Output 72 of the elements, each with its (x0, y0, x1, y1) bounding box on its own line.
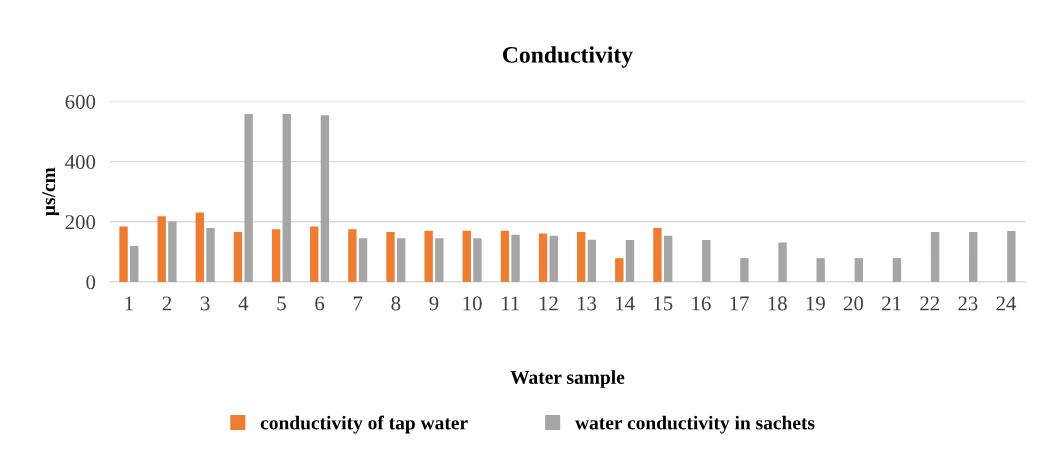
x-tick-label: 23 (958, 296, 978, 311)
bar (576, 231, 586, 282)
bar (168, 221, 177, 282)
bar (511, 234, 520, 282)
bar (244, 114, 253, 282)
x-tick-label: 7 (353, 296, 363, 311)
legend-label: conductivity of tap water (260, 415, 468, 434)
x-tick-label: 2 (162, 296, 172, 311)
bar (462, 230, 471, 282)
x-tick-label: 15 (654, 296, 673, 311)
bar (587, 239, 597, 282)
y-tick-label: 400 (65, 154, 96, 170)
bar (549, 235, 558, 282)
x-tick-label: 4 (238, 296, 249, 311)
bar (195, 212, 205, 282)
x-tick-label: 19 (806, 296, 825, 311)
bar (320, 115, 330, 282)
x-tick-label: 12 (539, 296, 558, 311)
x-tick-label: 14 (616, 296, 635, 311)
bar (157, 216, 166, 282)
x-tick-label: 20 (843, 296, 864, 311)
bar (358, 238, 368, 282)
bar (424, 230, 433, 282)
legend-label: water conductivity in sachets (575, 415, 815, 434)
bar (233, 231, 243, 282)
x-axis-title: Water sample (510, 370, 625, 388)
y-axis-title: µs/cm (42, 167, 60, 216)
bar (386, 231, 395, 282)
bar (615, 258, 624, 282)
bar (816, 258, 825, 282)
bar (348, 229, 357, 282)
bar (271, 229, 281, 282)
x-tick-label: 21 (882, 296, 901, 311)
y-tick-label: 600 (65, 94, 96, 109)
bar (119, 226, 128, 282)
bar (206, 228, 215, 282)
x-tick-label: 13 (577, 296, 597, 311)
bar (930, 231, 940, 282)
bar (130, 246, 139, 282)
x-tick-label: 17 (730, 296, 749, 311)
bar (892, 258, 902, 282)
x-tick-label: 24 (996, 296, 1017, 311)
bar (1007, 231, 1016, 282)
bar (663, 235, 673, 282)
x-tick-label: 16 (692, 296, 711, 311)
bar (396, 238, 406, 282)
bar (310, 226, 319, 282)
bar (282, 114, 291, 282)
x-tick-label: 3 (200, 296, 210, 311)
bar (702, 240, 711, 282)
bar (969, 231, 978, 282)
x-tick-label: 9 (429, 296, 439, 311)
x-tick-label: 1 (125, 296, 133, 311)
bar (538, 233, 548, 282)
bar (740, 258, 749, 282)
bar (778, 242, 787, 282)
bar (473, 238, 482, 282)
y-tick-label: 0 (86, 275, 96, 290)
x-tick-label: 6 (315, 296, 325, 311)
x-tick-label: 8 (391, 296, 401, 311)
bar (500, 230, 510, 282)
x-tick-label: 11 (502, 296, 520, 311)
chart-title: Conductivity (503, 46, 633, 68)
x-tick-label: 10 (463, 296, 482, 311)
y-tick-label: 200 (65, 215, 96, 230)
bar (625, 240, 635, 282)
bar (435, 238, 444, 282)
x-tick-label: 5 (277, 296, 286, 311)
bar (854, 258, 863, 282)
bar (653, 228, 662, 282)
x-tick-label: 18 (768, 296, 787, 311)
x-tick-label: 22 (920, 296, 940, 311)
